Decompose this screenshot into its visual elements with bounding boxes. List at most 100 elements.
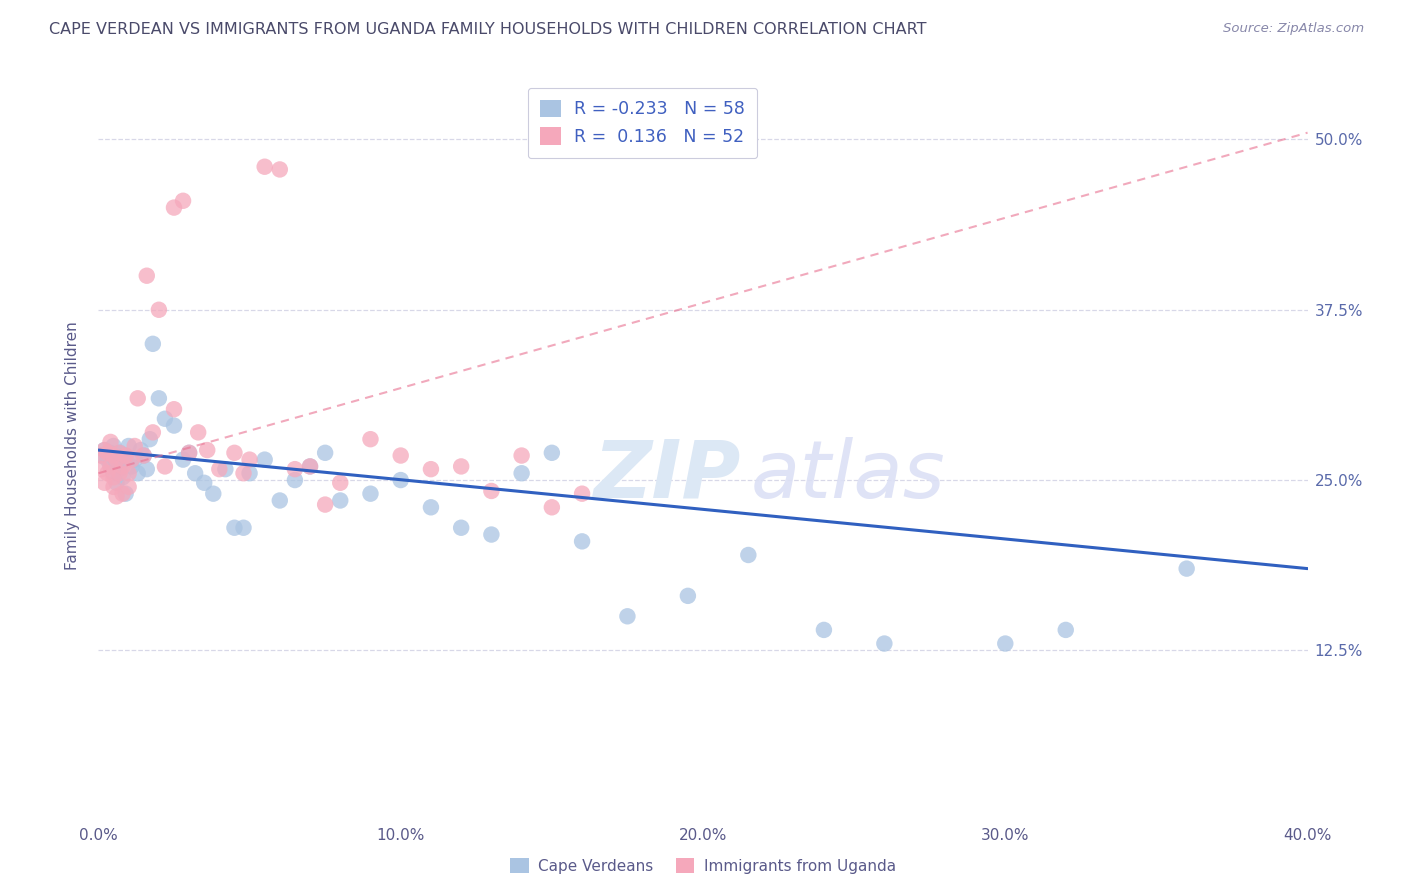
- Point: [121, 459, 143, 474]
- Point: [299, 459, 322, 474]
- Point: [118, 480, 141, 494]
- Point: [163, 201, 186, 215]
- Point: [96, 452, 118, 467]
- Point: [269, 493, 291, 508]
- Point: [111, 470, 134, 484]
- Point: [90, 449, 112, 463]
- Point: [111, 486, 134, 500]
- Point: [329, 475, 352, 490]
- Point: [93, 475, 115, 490]
- Point: [299, 459, 322, 474]
- Point: [127, 392, 149, 406]
- Point: [510, 467, 533, 481]
- Text: CAPE VERDEAN VS IMMIGRANTS FROM UGANDA FAMILY HOUSEHOLDS WITH CHILDREN CORRELATI: CAPE VERDEAN VS IMMIGRANTS FROM UGANDA F…: [49, 22, 927, 37]
- Point: [139, 432, 162, 446]
- Point: [118, 439, 141, 453]
- Point: [737, 548, 759, 562]
- Point: [284, 462, 307, 476]
- Point: [103, 449, 125, 463]
- Point: [239, 467, 262, 481]
- Point: [571, 486, 593, 500]
- Point: [163, 402, 186, 417]
- Point: [360, 486, 382, 500]
- Point: [284, 473, 307, 487]
- Point: [450, 459, 472, 474]
- Point: [195, 443, 218, 458]
- Point: [100, 459, 122, 474]
- Point: [172, 452, 194, 467]
- Point: [994, 636, 1017, 650]
- Point: [314, 498, 336, 512]
- Legend: R = -0.233   N = 58, R =  0.136   N = 52: R = -0.233 N = 58, R = 0.136 N = 52: [527, 87, 758, 158]
- Point: [108, 467, 131, 481]
- Point: [172, 194, 194, 208]
- Point: [108, 446, 131, 460]
- Point: [540, 500, 562, 515]
- Point: [676, 589, 699, 603]
- Point: [100, 459, 122, 474]
- Point: [103, 470, 125, 484]
- Point: [121, 452, 143, 467]
- Point: [103, 467, 125, 481]
- Text: ZIP: ZIP: [593, 437, 741, 515]
- Point: [269, 162, 291, 177]
- Point: [1054, 623, 1077, 637]
- Point: [389, 449, 412, 463]
- Point: [142, 336, 165, 351]
- Point: [389, 473, 412, 487]
- Point: [232, 521, 254, 535]
- Point: [420, 462, 443, 476]
- Point: [510, 449, 533, 463]
- Point: [100, 434, 122, 449]
- Point: [329, 493, 352, 508]
- Point: [111, 452, 134, 467]
- Point: [100, 446, 122, 460]
- Point: [108, 462, 131, 476]
- Point: [873, 636, 896, 650]
- Point: [103, 439, 125, 453]
- Point: [616, 609, 638, 624]
- Point: [239, 452, 262, 467]
- Point: [105, 452, 128, 467]
- Point: [96, 467, 118, 481]
- Point: [214, 462, 236, 476]
- Point: [108, 446, 131, 460]
- Point: [132, 449, 155, 463]
- Point: [129, 443, 152, 458]
- Point: [208, 462, 231, 476]
- Point: [813, 623, 835, 637]
- Point: [114, 449, 136, 463]
- Point: [105, 490, 128, 504]
- Point: [90, 449, 112, 463]
- Point: [187, 425, 209, 440]
- Point: [90, 462, 112, 476]
- Point: [135, 462, 157, 476]
- Point: [202, 486, 225, 500]
- Text: Source: ZipAtlas.com: Source: ZipAtlas.com: [1223, 22, 1364, 36]
- Point: [253, 452, 276, 467]
- Text: atlas: atlas: [751, 437, 945, 515]
- Point: [96, 446, 118, 460]
- Legend: Cape Verdeans, Immigrants from Uganda: Cape Verdeans, Immigrants from Uganda: [505, 852, 901, 880]
- Point: [153, 459, 176, 474]
- Point: [450, 521, 472, 535]
- Point: [481, 483, 503, 498]
- Point: [118, 467, 141, 481]
- Point: [571, 534, 593, 549]
- Point: [1175, 561, 1198, 575]
- Point: [179, 446, 201, 460]
- Point: [360, 432, 382, 446]
- Point: [253, 160, 276, 174]
- Point: [193, 475, 215, 490]
- Y-axis label: Family Households with Children: Family Households with Children: [65, 322, 80, 570]
- Point: [481, 527, 503, 541]
- Point: [540, 446, 562, 460]
- Point: [142, 425, 165, 440]
- Point: [132, 449, 155, 463]
- Point: [179, 446, 201, 460]
- Point: [114, 486, 136, 500]
- Point: [105, 475, 128, 490]
- Point: [163, 418, 186, 433]
- Point: [153, 411, 176, 425]
- Point: [93, 443, 115, 458]
